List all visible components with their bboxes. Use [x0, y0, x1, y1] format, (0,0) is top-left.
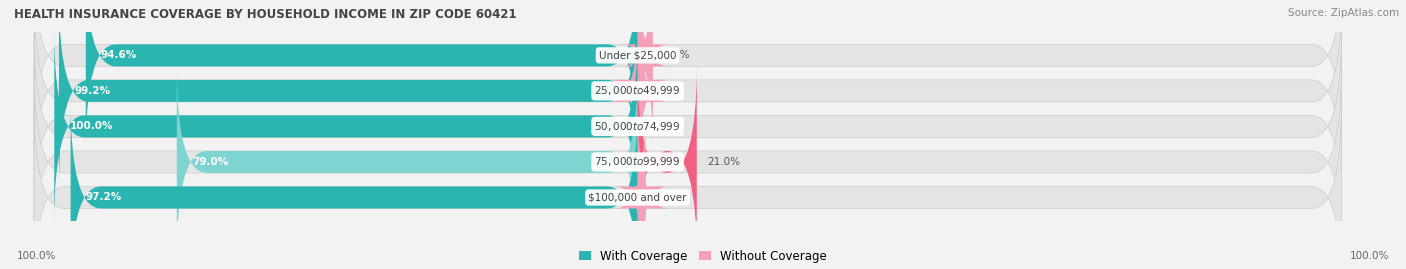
Legend: With Coverage, Without Coverage: With Coverage, Without Coverage	[574, 245, 832, 267]
FancyBboxPatch shape	[34, 66, 1341, 257]
Text: 97.2%: 97.2%	[86, 193, 122, 203]
FancyBboxPatch shape	[34, 0, 1341, 186]
Text: 0.79%: 0.79%	[650, 86, 683, 96]
Text: 21.0%: 21.0%	[707, 157, 740, 167]
FancyBboxPatch shape	[610, 0, 668, 186]
Text: 79.0%: 79.0%	[191, 157, 228, 167]
Text: Source: ZipAtlas.com: Source: ZipAtlas.com	[1288, 8, 1399, 18]
Text: 2.8%: 2.8%	[655, 193, 682, 203]
Text: $50,000 to $74,999: $50,000 to $74,999	[595, 120, 681, 133]
FancyBboxPatch shape	[34, 31, 1341, 222]
FancyBboxPatch shape	[177, 66, 638, 257]
Text: $75,000 to $99,999: $75,000 to $99,999	[595, 155, 681, 168]
Text: $100,000 and over: $100,000 and over	[588, 193, 688, 203]
Text: Under $25,000: Under $25,000	[599, 50, 676, 60]
Text: 99.2%: 99.2%	[75, 86, 110, 96]
FancyBboxPatch shape	[59, 0, 638, 186]
Text: 100.0%: 100.0%	[69, 121, 112, 132]
FancyBboxPatch shape	[55, 31, 638, 222]
FancyBboxPatch shape	[70, 102, 638, 269]
FancyBboxPatch shape	[623, 0, 668, 151]
Text: $25,000 to $49,999: $25,000 to $49,999	[595, 84, 681, 97]
Text: HEALTH INSURANCE COVERAGE BY HOUSEHOLD INCOME IN ZIP CODE 60421: HEALTH INSURANCE COVERAGE BY HOUSEHOLD I…	[14, 8, 516, 21]
FancyBboxPatch shape	[34, 0, 1341, 151]
Text: 5.4%: 5.4%	[662, 50, 689, 60]
Text: 100.0%: 100.0%	[17, 251, 56, 261]
Text: 100.0%: 100.0%	[1350, 251, 1389, 261]
FancyBboxPatch shape	[616, 102, 668, 269]
Text: 94.6%: 94.6%	[101, 50, 138, 60]
FancyBboxPatch shape	[86, 0, 638, 151]
FancyBboxPatch shape	[638, 66, 697, 257]
FancyBboxPatch shape	[34, 102, 1341, 269]
